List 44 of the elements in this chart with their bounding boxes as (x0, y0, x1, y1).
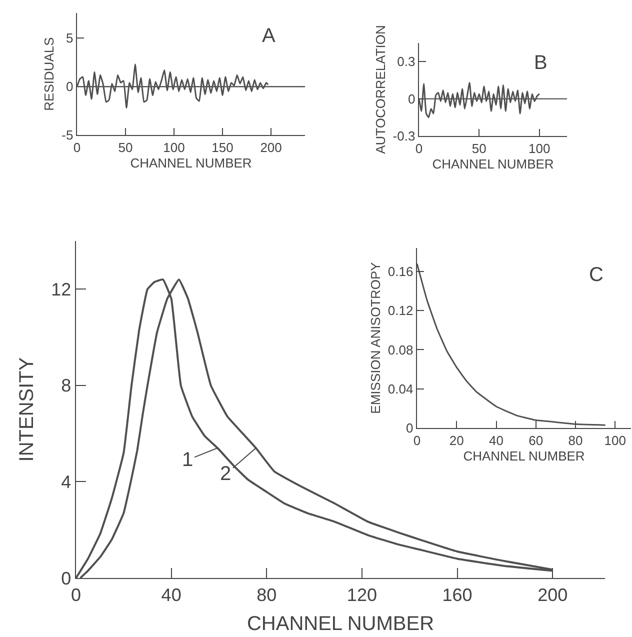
y-tick-label: 0 (66, 79, 74, 94)
x-axis-title: CHANNEL NUMBER (246, 613, 434, 636)
y-tick-label: 0.3 (397, 54, 416, 70)
x-tick-label: 80 (568, 432, 583, 448)
annotation: 2 (220, 463, 232, 485)
x-tick-label: 40 (489, 432, 504, 448)
annotation: 1 (182, 449, 194, 471)
y-tick-label: 12 (51, 279, 72, 300)
y-tick-label: 5 (66, 30, 74, 46)
x-axis-title: CHANNEL NUMBER (130, 155, 252, 170)
x-tick-label: 150 (212, 140, 234, 155)
y-tick-label: 0 (406, 420, 414, 436)
y-axis-title: EMISSION ANISOTROPY (368, 262, 383, 414)
y-axis-title: RESIDUALS (42, 36, 57, 111)
x-axis-title: CHANNEL NUMBER (432, 156, 554, 172)
annotation: A (262, 25, 276, 47)
y-tick-label: 0.04 (388, 381, 414, 396)
y-tick-label: -5 (62, 128, 74, 143)
y-axis-title: AUTOCORRELATION (372, 25, 388, 154)
x-tick-label: 50 (118, 140, 133, 155)
y-tick-label: 0.08 (388, 342, 414, 358)
x-tick-label: 20 (449, 432, 464, 448)
x-tick-label: 100 (163, 140, 185, 155)
x-tick-label: 80 (256, 584, 277, 605)
x-tick-label: 40 (161, 584, 182, 605)
y-tick-label: -0.3 (392, 128, 416, 144)
x-tick-label: 200 (538, 584, 568, 605)
x-tick-label: 50 (472, 140, 486, 156)
x-axis-title: CHANNEL NUMBER (463, 448, 585, 464)
x-tick-label: 100 (604, 432, 626, 448)
x-tick-label: 100 (528, 140, 550, 156)
y-tick-label: 0.16 (388, 264, 414, 280)
y-tick-label: 0 (61, 568, 72, 588)
annotation: B (534, 52, 548, 74)
y-tick-label: 0 (408, 91, 416, 106)
x-tick-label: 60 (528, 432, 544, 448)
y-tick-label: 4 (61, 472, 72, 492)
y-axis-title: INTENSITY (16, 357, 38, 462)
x-tick-label: 200 (260, 140, 282, 155)
x-tick-label: 120 (346, 584, 377, 605)
y-tick-label: 8 (61, 376, 72, 396)
annotation: C (589, 264, 604, 286)
y-tick-label: 0.12 (388, 303, 414, 318)
x-tick-label: 160 (442, 584, 472, 605)
